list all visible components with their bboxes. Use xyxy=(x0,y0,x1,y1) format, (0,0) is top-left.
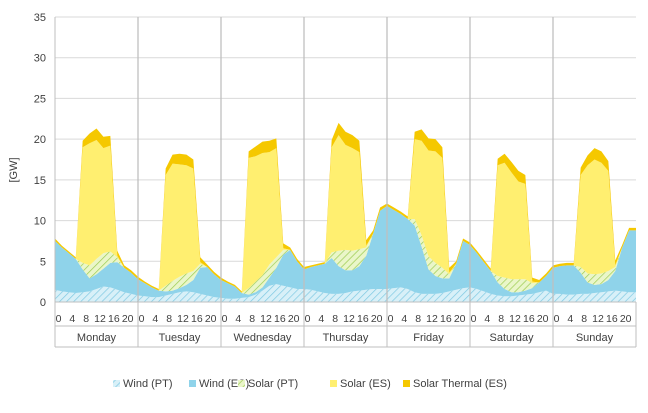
x-hour-tick-label: 4 xyxy=(484,313,490,325)
x-category-label: Tuesday xyxy=(159,332,201,344)
x-hour-tick-label: 12 xyxy=(592,313,604,325)
x-category-label: Monday xyxy=(77,332,117,344)
x-hour-tick-label: 12 xyxy=(426,313,438,325)
x-hour-tick-label: 4 xyxy=(567,313,573,325)
x-hour-tick-label: 20 xyxy=(371,313,383,325)
x-hour-tick-label: 16 xyxy=(274,313,286,325)
x-hour-tick-label: 8 xyxy=(166,313,172,325)
legend-label: Solar (ES) xyxy=(340,378,391,390)
x-hour-tick-label: 0 xyxy=(305,313,311,325)
y-tick-label: 15 xyxy=(34,175,46,187)
x-hour-tick-label: 8 xyxy=(498,313,504,325)
y-tick-label: 25 xyxy=(34,93,46,105)
x-hour-tick-label: 16 xyxy=(357,313,369,325)
x-hour-tick-label: 16 xyxy=(440,313,452,325)
y-tick-label: 10 xyxy=(34,216,46,228)
series-area-solar-pt xyxy=(55,205,636,295)
series-area-wind-pt xyxy=(55,284,636,302)
x-hour-tick-label: 16 xyxy=(523,313,535,325)
x-hour-tick-label: 12 xyxy=(260,313,272,325)
legend-label: Solar Thermal (ES) xyxy=(413,378,507,390)
x-hour-tick-label: 0 xyxy=(56,313,62,325)
x-category-label: Saturday xyxy=(489,332,534,344)
legend-swatch xyxy=(403,380,410,387)
x-hour-tick-label: 8 xyxy=(332,313,338,325)
x-hour-tick-label: 20 xyxy=(205,313,217,325)
x-category-label: Wednesday xyxy=(234,332,292,344)
y-tick-label: 20 xyxy=(34,134,46,146)
x-hour-tick-label: 4 xyxy=(152,313,158,325)
x-hour-tick-label: 12 xyxy=(177,313,189,325)
y-tick-label: 30 xyxy=(34,53,46,65)
x-hour-tick-label: 0 xyxy=(222,313,228,325)
x-hour-tick-label: 20 xyxy=(454,313,466,325)
x-hour-tick-label: 16 xyxy=(108,313,120,325)
series-area-wind-es xyxy=(55,205,636,299)
x-hour-tick-label: 8 xyxy=(249,313,255,325)
x-hour-tick-label: 20 xyxy=(620,313,632,325)
x-hour-tick-label: 0 xyxy=(388,313,394,325)
x-hour-tick-label: 8 xyxy=(415,313,421,325)
legend: Wind (PT) Wind (ES)Solar (PT) Solar (ES) So… xyxy=(113,378,507,390)
y-tick-label: 0 xyxy=(40,297,46,309)
x-hour-tick-label: 0 xyxy=(139,313,145,325)
series-areas xyxy=(55,122,636,302)
x-hour-tick-label: 12 xyxy=(509,313,521,325)
x-hour-tick-label: 4 xyxy=(69,313,75,325)
legend-label: Wind (PT) xyxy=(123,378,173,390)
x-hour-tick-label: 20 xyxy=(122,313,134,325)
y-axis-label: [GW] xyxy=(8,157,20,182)
y-tick-label: 5 xyxy=(40,256,46,268)
x-hour-tick-label: 0 xyxy=(554,313,560,325)
x-category-label: Friday xyxy=(413,332,444,344)
x-category-label: Thursday xyxy=(323,332,369,344)
x-hour-tick-label: 12 xyxy=(343,313,355,325)
x-hour-tick-label: 20 xyxy=(288,313,300,325)
x-hour-tick-label: 16 xyxy=(191,313,203,325)
x-hour-tick-label: 4 xyxy=(235,313,241,325)
legend-label: Wind (ES) xyxy=(199,378,249,390)
x-hour-tick-label: 20 xyxy=(537,313,549,325)
y-tick-label: 35 xyxy=(34,12,46,24)
x-hour-tick-label: 0 xyxy=(471,313,477,325)
x-hour-tick-label: 12 xyxy=(94,313,106,325)
legend-label: Solar (PT) xyxy=(248,378,298,390)
x-category-label: Sunday xyxy=(576,332,614,344)
legend-swatch xyxy=(238,380,245,387)
x-hour-tick-label: 4 xyxy=(401,313,407,325)
legend-swatch xyxy=(189,380,196,387)
legend-swatch xyxy=(113,380,120,387)
legend-swatch xyxy=(330,380,337,387)
x-hour-tick-label: 16 xyxy=(606,313,618,325)
x-hour-tick-label: 8 xyxy=(581,313,587,325)
series-area-solar-es xyxy=(55,135,636,294)
x-hour-tick-label: 4 xyxy=(318,313,324,325)
x-hour-tick-label: 8 xyxy=(83,313,89,325)
